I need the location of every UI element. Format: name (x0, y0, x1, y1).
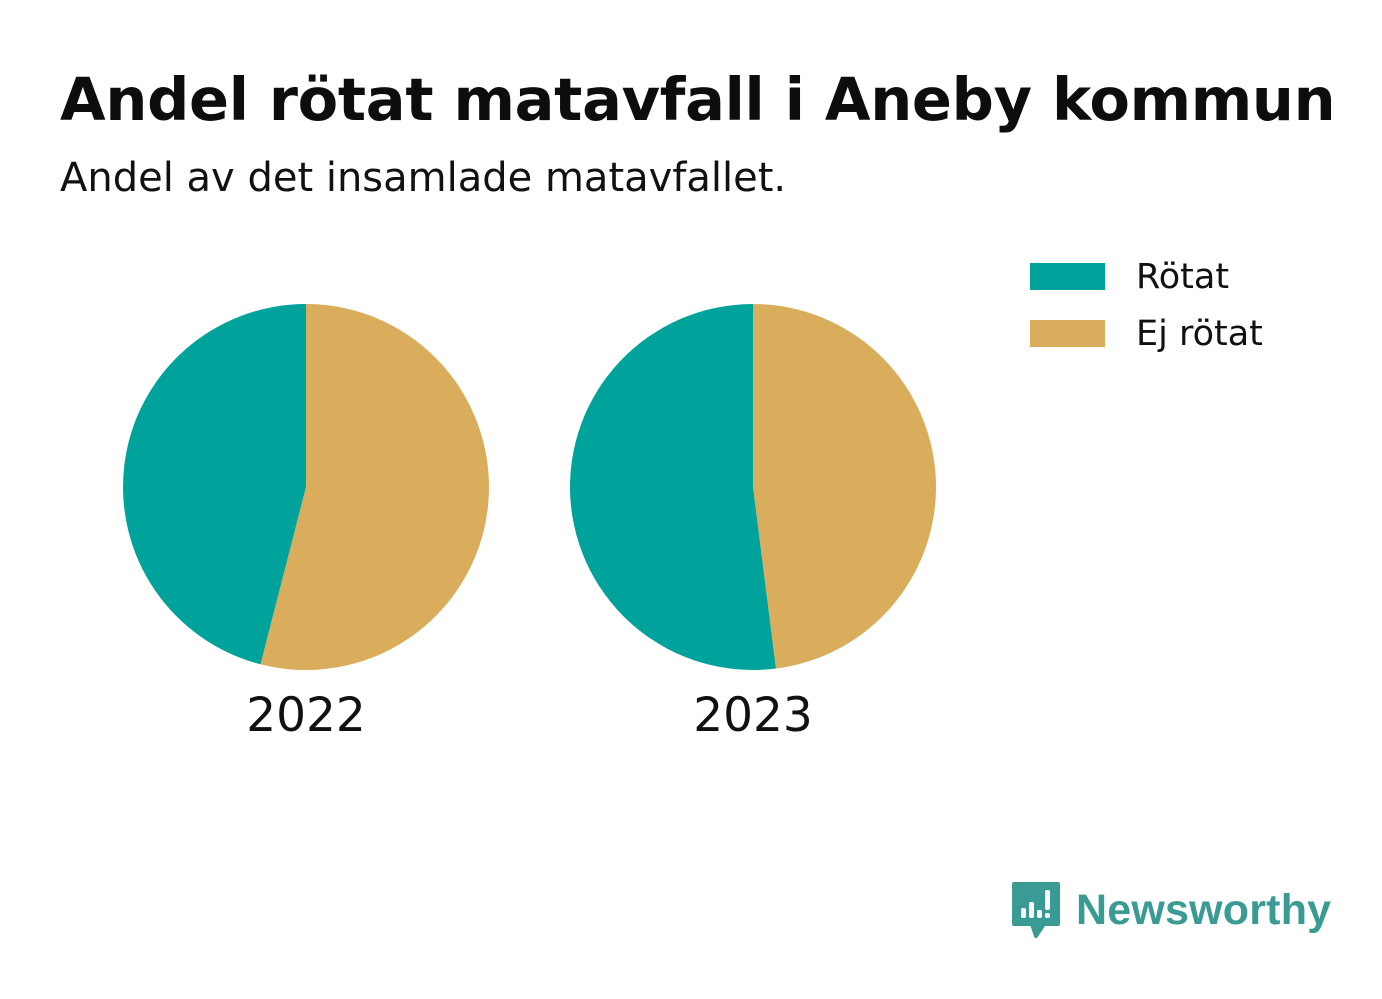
pie-slice-2023-rotat (569, 304, 776, 670)
legend-swatch-ej-rotat (1030, 320, 1105, 347)
legend-label-ej-rotat: Ej rötat (1136, 314, 1263, 354)
pie-slice-2023-ej-rotat (753, 304, 936, 669)
pie-charts: 2022 2023 (122, 304, 936, 743)
legend-swatch-rotat (1030, 263, 1105, 290)
pie-label-2022: 2022 (246, 688, 366, 743)
legend-item-ej-rotat: Ej rötat (1030, 312, 1350, 369)
brand-name: Newsworthy (1076, 886, 1332, 934)
pie-label-2023: 2023 (693, 688, 813, 743)
chart-title: Andel rötat matavfall i Aneby kommun (60, 65, 1336, 134)
pie-slice-2022-rotat (122, 304, 306, 665)
legend: Rötat Ej rötat (1030, 255, 1350, 369)
pie-slice-2022-ej-rotat (260, 304, 489, 670)
newsworthy-logo: Newsworthy (1010, 878, 1331, 942)
legend-item-rotat: Rötat (1030, 255, 1350, 312)
chart-subtitle: Andel av det insamlade matavfallet. (60, 155, 787, 201)
legend-label-rotat: Rötat (1136, 257, 1230, 297)
newsworthy-chat-bars-icon (1012, 882, 1060, 938)
